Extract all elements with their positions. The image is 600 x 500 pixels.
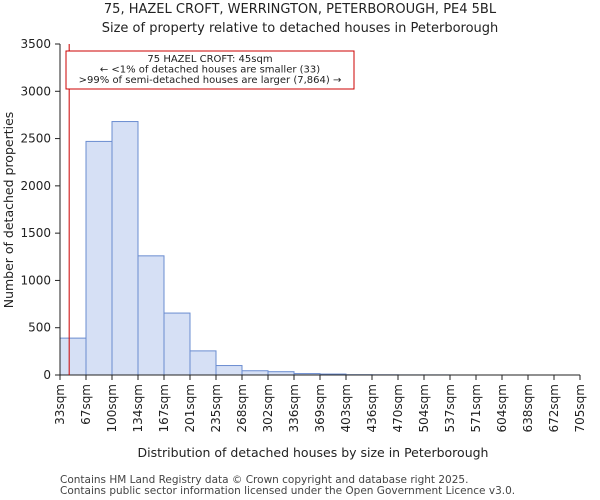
y-axis-label: Number of detached properties [1, 112, 16, 309]
x-tick-label: 470sqm [391, 384, 405, 432]
x-tick-label: 672sqm [547, 384, 561, 432]
x-tick-label: 336sqm [287, 384, 301, 432]
marker-group: 75 HAZEL CROFT: 45sqm← <1% of detached h… [65, 44, 355, 375]
x-tick-label: 436sqm [365, 384, 379, 432]
y-tick-label: 3500 [20, 37, 51, 51]
y-tick-label: 500 [28, 321, 51, 335]
y-tick-label: 2000 [20, 179, 51, 193]
x-tick-label: 33sqm [53, 384, 67, 425]
histogram-bar [189, 350, 217, 376]
x-axis-label: Distribution of detached houses by size … [138, 445, 489, 460]
x-tick-label: 504sqm [417, 384, 431, 432]
annotation-text: 75 HAZEL CROFT: 45sqm [147, 54, 272, 65]
y-tick-label: 1000 [20, 273, 51, 287]
bars-group [59, 121, 451, 376]
x-axis: 33sqm 67sqm 100sqm 134sqm 167sqm 201sqm 235sqm… [53, 374, 587, 432]
x-tick-label: 134sqm [131, 384, 145, 432]
x-tick-label: 369sqm [313, 384, 327, 432]
histogram-bar [111, 121, 139, 376]
x-tick-label: 67sqm [79, 384, 93, 425]
annotation-box [65, 50, 355, 90]
chart-subtitle: Size of property relative to detached ho… [102, 21, 499, 36]
y-tick-label: 0 [43, 368, 51, 382]
x-tick-label: 638sqm [521, 384, 535, 432]
histogram-bar [59, 337, 87, 376]
x-tick-label: 403sqm [339, 384, 353, 432]
footer-licence: Contains public sector information licen… [60, 485, 515, 497]
y-axis: 0 500 1000 1500 2000 2500 3000 3500 [20, 37, 61, 382]
histogram-bar [85, 140, 113, 376]
x-tick-label: 302sqm [261, 384, 275, 432]
x-tick-label: 167sqm [157, 384, 171, 432]
x-tick-label: 201sqm [183, 384, 197, 432]
x-tick-label: 537sqm [443, 384, 457, 432]
annotation-text: ← <1% of detached houses are smaller (33… [100, 65, 320, 76]
y-tick-label: 2500 [20, 132, 51, 146]
x-tick-label: 571sqm [469, 384, 483, 432]
y-tick-label: 1500 [20, 226, 51, 240]
histogram-bar [241, 370, 269, 376]
histogram-bar [137, 255, 165, 376]
x-tick-label: 604sqm [495, 384, 509, 432]
x-tick-label: 268sqm [235, 384, 249, 432]
y-tick-label: 3000 [20, 84, 51, 98]
chart-title: 75, HAZEL CROFT, WERRINGTON, PETERBOROUG… [104, 2, 497, 17]
x-tick-label: 705sqm [573, 384, 587, 432]
x-tick-label: 100sqm [105, 384, 119, 432]
histogram-bar [215, 365, 243, 376]
footer-copyright: Contains HM Land Registry data © Crown c… [60, 474, 468, 486]
annotation-text: >99% of semi-detached houses are larger … [79, 75, 342, 86]
x-tick-label: 235sqm [209, 384, 223, 432]
histogram-bar [163, 312, 191, 376]
